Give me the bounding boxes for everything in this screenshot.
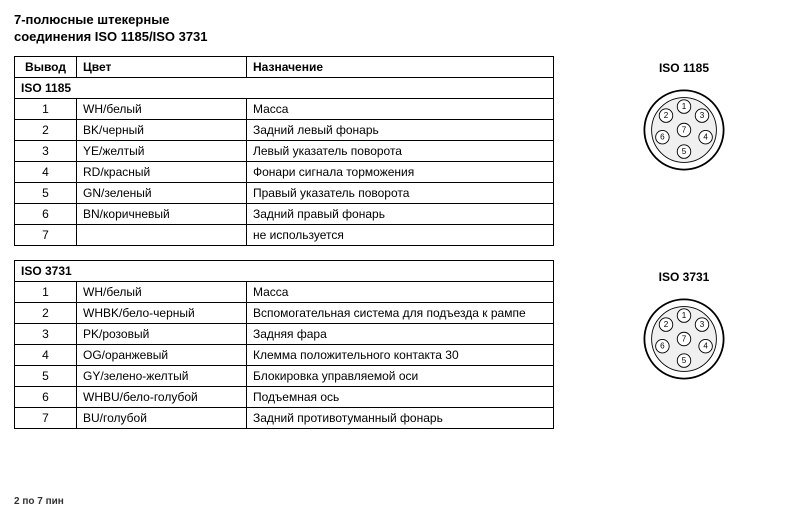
- connector-pin-label: 2: [664, 320, 669, 329]
- cell-func: Задний противотуманный фонарь: [247, 407, 554, 428]
- cell-pin: 4: [15, 344, 77, 365]
- cell-pin: 5: [15, 182, 77, 203]
- connector-pin-label: 5: [682, 356, 687, 365]
- cell-color: BN/коричневый: [77, 203, 247, 224]
- cell-func: Клемма положительного контакта 30: [247, 344, 554, 365]
- cell-pin: 2: [15, 119, 77, 140]
- diagram-iso3731: ISO 3731 1 2 3 4 5 6 7: [639, 270, 729, 384]
- connector-pin-label: 4: [703, 132, 708, 141]
- th-pin: Вывод: [15, 56, 77, 77]
- cell-pin: 7: [15, 407, 77, 428]
- cell-func: Подъемная ось: [247, 386, 554, 407]
- cell-color: GN/зеленый: [77, 182, 247, 203]
- cell-pin: 2: [15, 302, 77, 323]
- cell-pin: 6: [15, 203, 77, 224]
- connector-pin-label: 1: [682, 102, 687, 111]
- table-row: 7 не используется: [15, 224, 554, 245]
- table-row: 6WHBU/бело-голубойПодъемная ось: [15, 386, 554, 407]
- cell-pin: 1: [15, 281, 77, 302]
- cell-color: WHBK/бело-черный: [77, 302, 247, 323]
- table-row: 3PK/розовыйЗадняя фара: [15, 323, 554, 344]
- cell-color: WHBU/бело-голубой: [77, 386, 247, 407]
- table-row: 5GY/зелено-желтыйБлокировка управляемой …: [15, 365, 554, 386]
- diagram-iso1185: ISO 1185 1 2 3 4 5 6 7: [639, 61, 729, 175]
- table-header-row: Вывод Цвет Назначение: [15, 56, 554, 77]
- cell-color: WH/белый: [77, 281, 247, 302]
- title-line2: соединения ISO 1185/ISO 3731: [14, 29, 208, 44]
- cell-func: Вспомогательная система для подъезда к р…: [247, 302, 554, 323]
- th-color: Цвет: [77, 56, 247, 77]
- cell-func: Правый указатель поворота: [247, 182, 554, 203]
- table-row: 1WH/белыйМасса: [15, 281, 554, 302]
- iso3731-label-row: ISO 3731: [15, 260, 554, 281]
- table-iso3731: ISO 3731 1WH/белыйМасса2WHBK/бело-черный…: [14, 260, 554, 429]
- cell-color: RD/красный: [77, 161, 247, 182]
- cell-pin: 7: [15, 224, 77, 245]
- table-row: 5GN/зеленыйПравый указатель поворота: [15, 182, 554, 203]
- footer-note: 2 по 7 пин: [14, 496, 64, 507]
- diagram-iso1185-label: ISO 1185: [659, 61, 709, 75]
- connector-pin-label: 1: [682, 311, 687, 320]
- cell-pin: 3: [15, 323, 77, 344]
- connector-pin-label: 5: [682, 147, 687, 156]
- table-iso1185: Вывод Цвет Назначение ISO 1185 1WH/белый…: [14, 56, 554, 246]
- cell-pin: 1: [15, 98, 77, 119]
- title-line1: 7-полюсные штекерные: [14, 12, 170, 27]
- table-row: 4OG/оранжевыйКлемма положительного конта…: [15, 344, 554, 365]
- cell-func: Левый указатель поворота: [247, 140, 554, 161]
- table-row: 2BK/черныйЗадний левый фонарь: [15, 119, 554, 140]
- cell-pin: 3: [15, 140, 77, 161]
- iso1185-label: ISO 1185: [15, 77, 554, 98]
- cell-color: BK/черный: [77, 119, 247, 140]
- table-row: 2WHBK/бело-черныйВспомогательная система…: [15, 302, 554, 323]
- connector-pin-label: 4: [703, 341, 708, 350]
- tables-column: Вывод Цвет Назначение ISO 1185 1WH/белый…: [14, 56, 554, 479]
- th-func: Назначение: [247, 56, 554, 77]
- connector-pin-label: 6: [660, 132, 665, 141]
- connector-pin-label: 3: [700, 320, 705, 329]
- connector-pin-label: 7: [682, 334, 687, 343]
- connector-pin-label: 2: [664, 111, 669, 120]
- cell-color: YE/желтый: [77, 140, 247, 161]
- cell-color: [77, 224, 247, 245]
- cell-color: WH/белый: [77, 98, 247, 119]
- cell-pin: 4: [15, 161, 77, 182]
- diagram-iso3731-label: ISO 3731: [659, 270, 710, 284]
- cell-color: BU/голубой: [77, 407, 247, 428]
- connector-iso3731-svg: 1 2 3 4 5 6 7: [639, 294, 729, 384]
- cell-func: Задний левый фонарь: [247, 119, 554, 140]
- diagrams-column: ISO 1185 1 2 3 4 5 6 7 ISO 3731 1 2 3 4 5 6 7: [604, 56, 764, 479]
- cell-func: Масса: [247, 281, 554, 302]
- cell-func: Масса: [247, 98, 554, 119]
- table-row: 3YE/желтыйЛевый указатель поворота: [15, 140, 554, 161]
- iso1185-label-row: ISO 1185: [15, 77, 554, 98]
- iso3731-label: ISO 3731: [15, 260, 554, 281]
- page-title: 7-полюсные штекерные соединения ISO 1185…: [14, 12, 786, 46]
- main-layout: Вывод Цвет Назначение ISO 1185 1WH/белый…: [14, 56, 786, 479]
- connector-pin-label: 3: [700, 111, 705, 120]
- cell-pin: 6: [15, 386, 77, 407]
- cell-pin: 5: [15, 365, 77, 386]
- table-row: 7BU/голубойЗадний противотуманный фонарь: [15, 407, 554, 428]
- cell-func: Задний правый фонарь: [247, 203, 554, 224]
- connector-pin-label: 6: [660, 341, 665, 350]
- table-row: 4RD/красныйФонари сигнала торможения: [15, 161, 554, 182]
- connector-pin-label: 7: [682, 125, 687, 134]
- connector-iso1185-svg: 1 2 3 4 5 6 7: [639, 85, 729, 175]
- cell-func: Задняя фара: [247, 323, 554, 344]
- cell-color: OG/оранжевый: [77, 344, 247, 365]
- cell-color: GY/зелено-желтый: [77, 365, 247, 386]
- cell-func: Блокировка управляемой оси: [247, 365, 554, 386]
- cell-func: не используется: [247, 224, 554, 245]
- cell-func: Фонари сигнала торможения: [247, 161, 554, 182]
- table-row: 6BN/коричневыйЗадний правый фонарь: [15, 203, 554, 224]
- cell-color: PK/розовый: [77, 323, 247, 344]
- table-row: 1WH/белыйМасса: [15, 98, 554, 119]
